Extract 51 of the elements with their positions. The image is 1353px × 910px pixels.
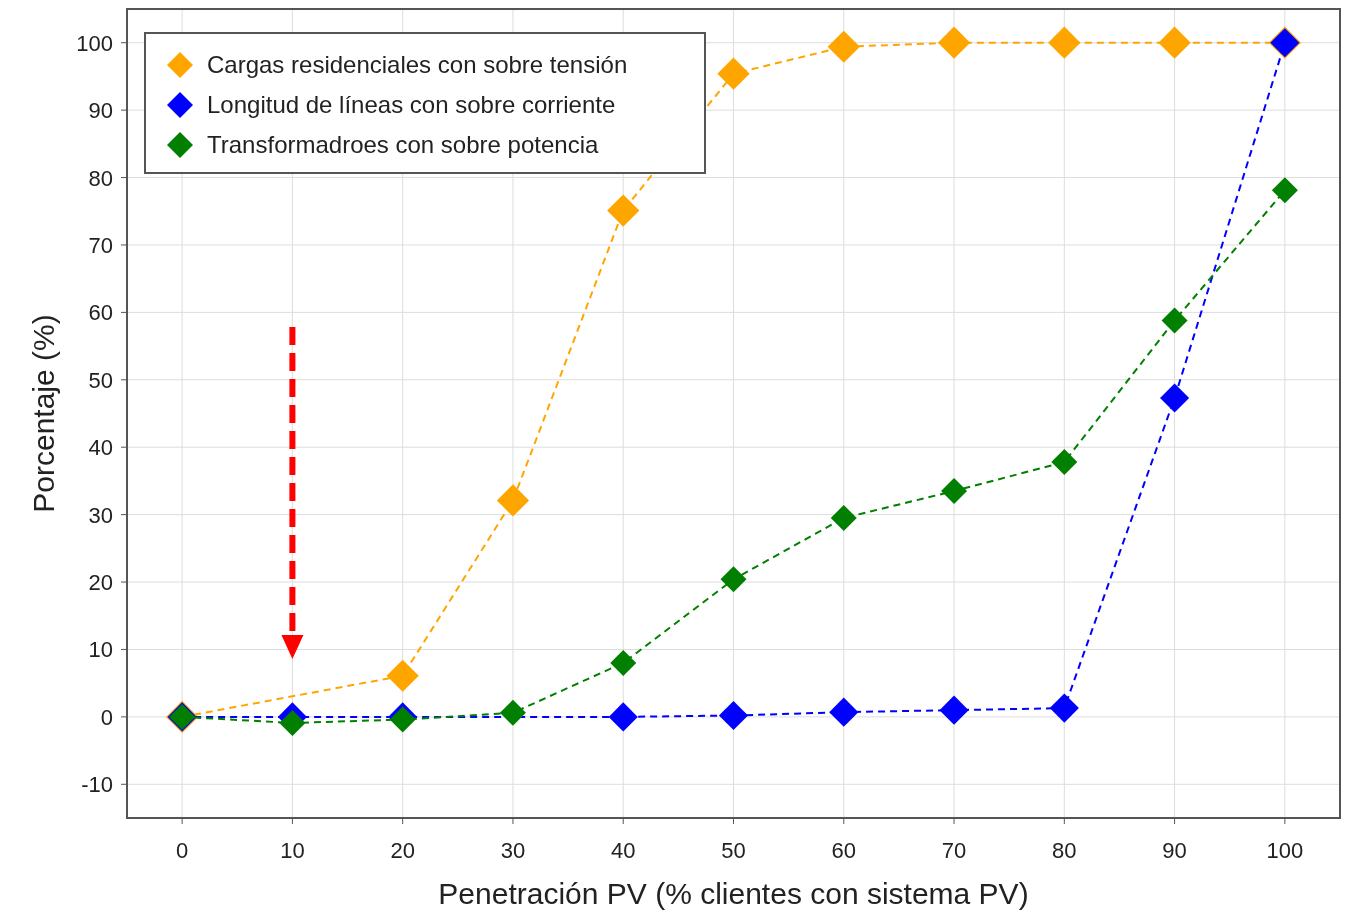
point [717, 57, 750, 90]
point [941, 478, 968, 505]
y-tick-label: 10 [88, 637, 113, 663]
point [499, 699, 526, 726]
y-axis-title: Porcentaje (%) [27, 314, 60, 513]
point [829, 697, 859, 727]
x-tick-label: 40 [610, 838, 636, 863]
y-tick-label: 70 [88, 232, 113, 258]
point [386, 659, 419, 692]
point [610, 649, 637, 676]
x-tick-label: 70 [941, 838, 967, 863]
legend-label: Cargas residenciales con sobre tensión [207, 51, 628, 78]
y-tick-label: 100 [76, 30, 113, 56]
x-tick-label: 80 [1052, 838, 1077, 863]
y-tick-label: 20 [88, 570, 113, 596]
y-tick-label: 30 [88, 502, 113, 528]
x-tick-label: 60 [831, 838, 857, 863]
y-tick-label: 60 [88, 300, 113, 326]
point [1051, 449, 1078, 476]
y-tick-label: 0 [100, 704, 113, 730]
x-tick-label: 50 [721, 838, 746, 863]
point [1049, 693, 1079, 723]
point [827, 30, 860, 63]
y-tick-label: 80 [88, 165, 113, 191]
point [720, 566, 747, 593]
x-tick-label: 100 [1266, 838, 1304, 863]
y-tick-label: 50 [88, 367, 113, 393]
legend-label: Longitud de líneas con sobre corriente [207, 91, 616, 118]
point [1271, 177, 1298, 204]
point [279, 709, 306, 736]
y-tick-label: -10 [81, 772, 113, 798]
point [718, 700, 749, 731]
legend-label: Transformadroes con sobre potencia [207, 131, 599, 158]
y-tick-label: 40 [88, 435, 113, 461]
point [1161, 307, 1188, 334]
x-tick-label: 30 [500, 838, 526, 863]
point [496, 484, 530, 517]
x-tick-label: 0 [176, 838, 189, 863]
x-axis-title: Penetración PV (% clientes con sistema PV) [438, 877, 1029, 910]
point [608, 702, 638, 732]
point [607, 194, 640, 227]
point [937, 26, 971, 59]
x-tick-label: 90 [1162, 838, 1187, 863]
point [1048, 26, 1081, 59]
point [830, 505, 857, 531]
x-tick-label: 20 [390, 838, 415, 863]
point [1158, 26, 1191, 59]
point [1160, 383, 1190, 413]
x-tick-label: 10 [280, 838, 305, 863]
point [939, 695, 969, 725]
y-tick-label: 90 [88, 98, 113, 124]
